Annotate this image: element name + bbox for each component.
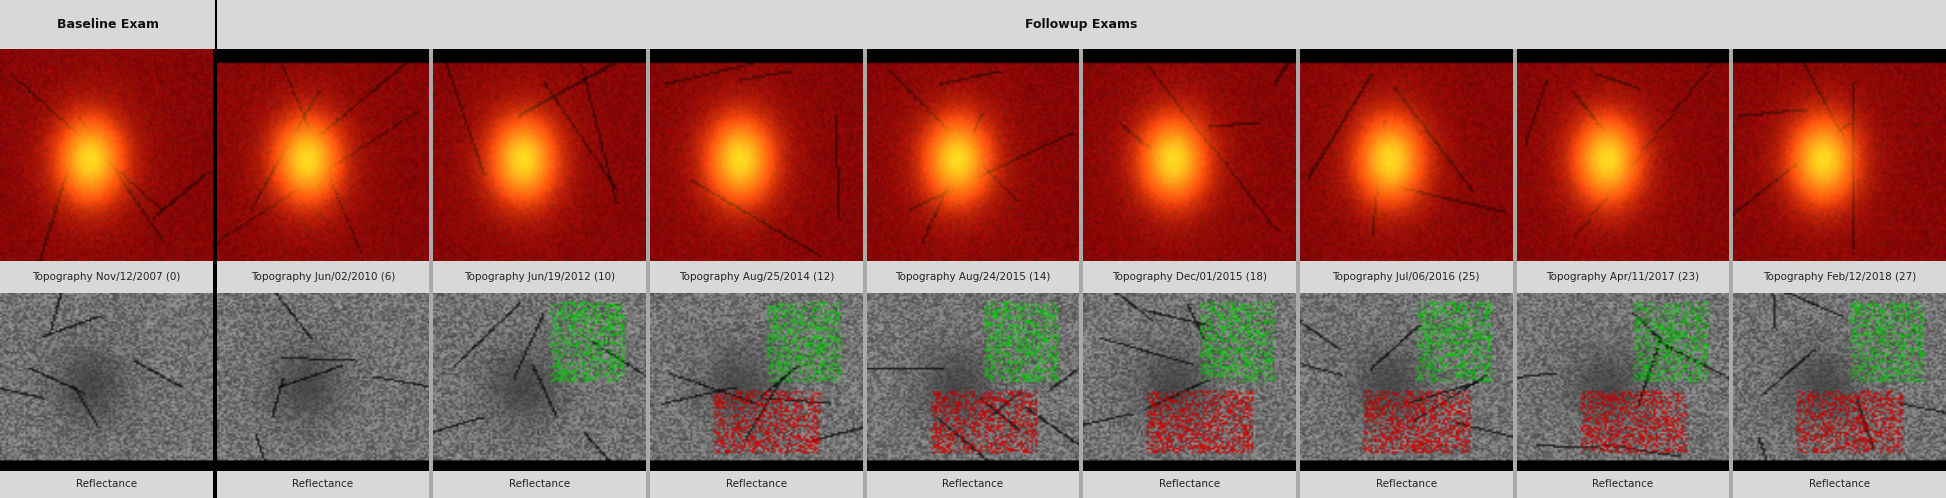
Text: Topography Aug/25/2014 (12): Topography Aug/25/2014 (12) <box>679 272 835 282</box>
Text: Reflectance: Reflectance <box>726 480 786 490</box>
Text: Topography Jul/06/2016 (25): Topography Jul/06/2016 (25) <box>1333 272 1481 282</box>
Text: Topography Jun/19/2012 (10): Topography Jun/19/2012 (10) <box>465 272 615 282</box>
Text: Reflectance: Reflectance <box>292 480 354 490</box>
Text: Topography Dec/01/2015 (18): Topography Dec/01/2015 (18) <box>1113 272 1267 282</box>
Text: Topography Nov/12/2007 (0): Topography Nov/12/2007 (0) <box>33 272 181 282</box>
Text: Followup Exams: Followup Exams <box>1026 18 1136 31</box>
Text: Reflectance: Reflectance <box>1376 480 1436 490</box>
Text: Topography Aug/24/2015 (14): Topography Aug/24/2015 (14) <box>895 272 1051 282</box>
Text: Reflectance: Reflectance <box>942 480 1004 490</box>
Text: Topography Jun/02/2010 (6): Topography Jun/02/2010 (6) <box>251 272 395 282</box>
Text: Topography Feb/12/2018 (27): Topography Feb/12/2018 (27) <box>1763 272 1917 282</box>
Text: Reflectance: Reflectance <box>1592 480 1654 490</box>
Text: Topography Apr/11/2017 (23): Topography Apr/11/2017 (23) <box>1547 272 1699 282</box>
Text: Reflectance: Reflectance <box>1160 480 1220 490</box>
Text: Reflectance: Reflectance <box>1810 480 1870 490</box>
Text: Reflectance: Reflectance <box>76 480 136 490</box>
Text: Reflectance: Reflectance <box>510 480 570 490</box>
Text: Baseline Exam: Baseline Exam <box>56 18 160 31</box>
